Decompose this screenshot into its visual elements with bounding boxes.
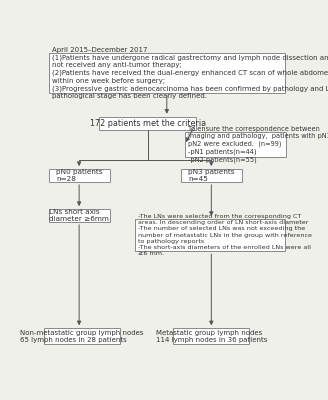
FancyBboxPatch shape (99, 117, 196, 130)
Text: LNs short axis
diameter ≥6mm: LNs short axis diameter ≥6mm (49, 209, 109, 222)
Text: pN3 patients
n=45: pN3 patients n=45 (188, 169, 235, 182)
Text: Non-metastatic group lymph nodes
65 lymph nodes in 28 patients: Non-metastatic group lymph nodes 65 lymp… (20, 330, 143, 343)
FancyBboxPatch shape (49, 169, 110, 182)
FancyBboxPatch shape (49, 209, 110, 222)
Text: April 2015–December 2017
(1)Patients have undergone radical gastrectomy and lymp: April 2015–December 2017 (1)Patients hav… (52, 47, 328, 99)
FancyBboxPatch shape (173, 328, 250, 344)
FancyBboxPatch shape (49, 53, 285, 93)
Text: 172 patients met the criteria: 172 patients met the criteria (90, 119, 206, 128)
FancyBboxPatch shape (185, 132, 286, 157)
Text: Metastatic group lymph nodes
114 lymph nodes in 36 patients: Metastatic group lymph nodes 114 lymph n… (155, 330, 267, 343)
FancyBboxPatch shape (181, 169, 242, 182)
Text: -The LNs were selected from the corresponding CT
areas. In descending order of L: -The LNs were selected from the correspo… (138, 214, 312, 256)
FancyBboxPatch shape (135, 219, 285, 251)
FancyBboxPatch shape (44, 328, 120, 344)
Text: pN0 patients
n=28: pN0 patients n=28 (56, 169, 102, 182)
Text: To ensure the correspondence between
imaging and pathology,  patients with pN1 a: To ensure the correspondence between ima… (188, 126, 328, 164)
